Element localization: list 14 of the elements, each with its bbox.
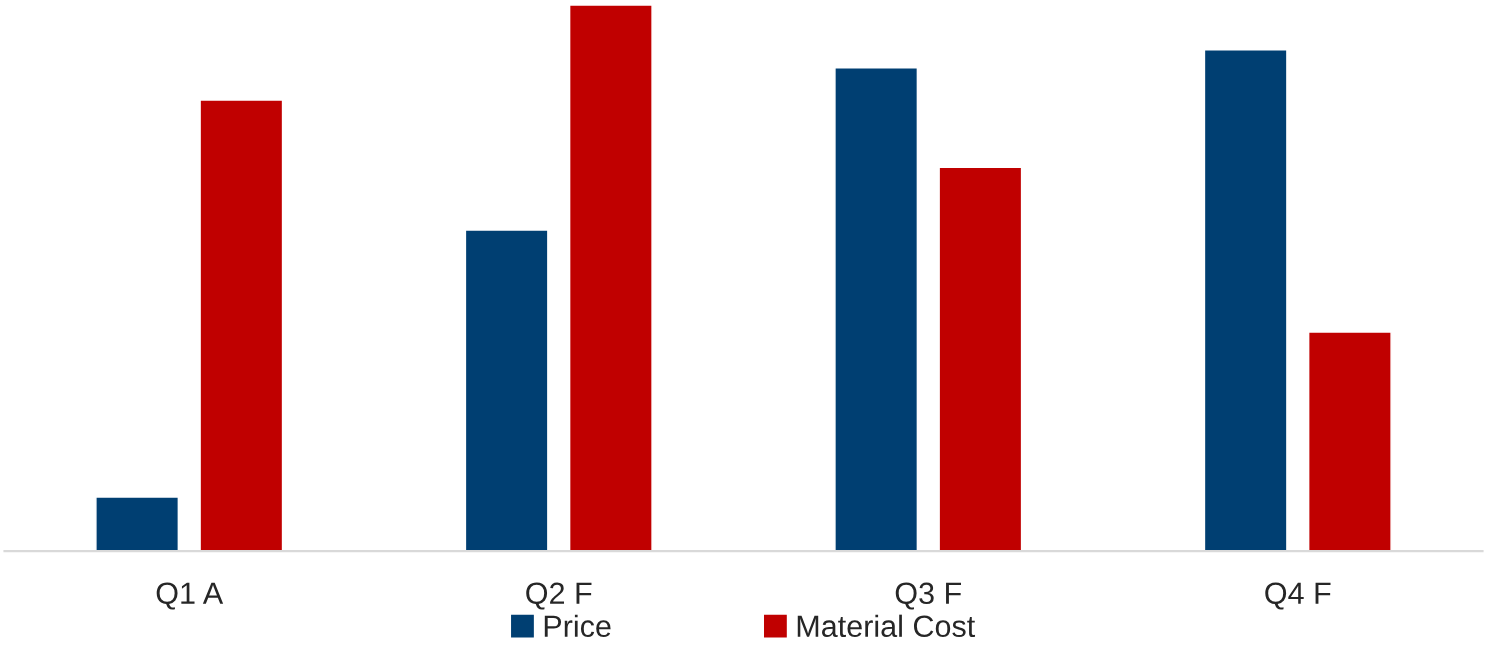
bar bbox=[834, 67, 919, 552]
bar bbox=[1203, 49, 1288, 552]
bar bbox=[95, 496, 180, 552]
legend-label: Price bbox=[544, 614, 611, 638]
bar bbox=[938, 166, 1023, 552]
bar bbox=[464, 229, 549, 552]
bar bbox=[568, 4, 653, 552]
x-tick-label: Q1 A bbox=[156, 582, 224, 610]
x-tick-label: Q2 F bbox=[526, 582, 592, 610]
bar bbox=[199, 99, 284, 552]
x-tick-label: Q3 F bbox=[895, 582, 961, 610]
x-tick-label: Q4 F bbox=[1265, 582, 1331, 610]
legend-label: Material Cost bbox=[797, 614, 976, 638]
bar bbox=[1307, 331, 1392, 552]
